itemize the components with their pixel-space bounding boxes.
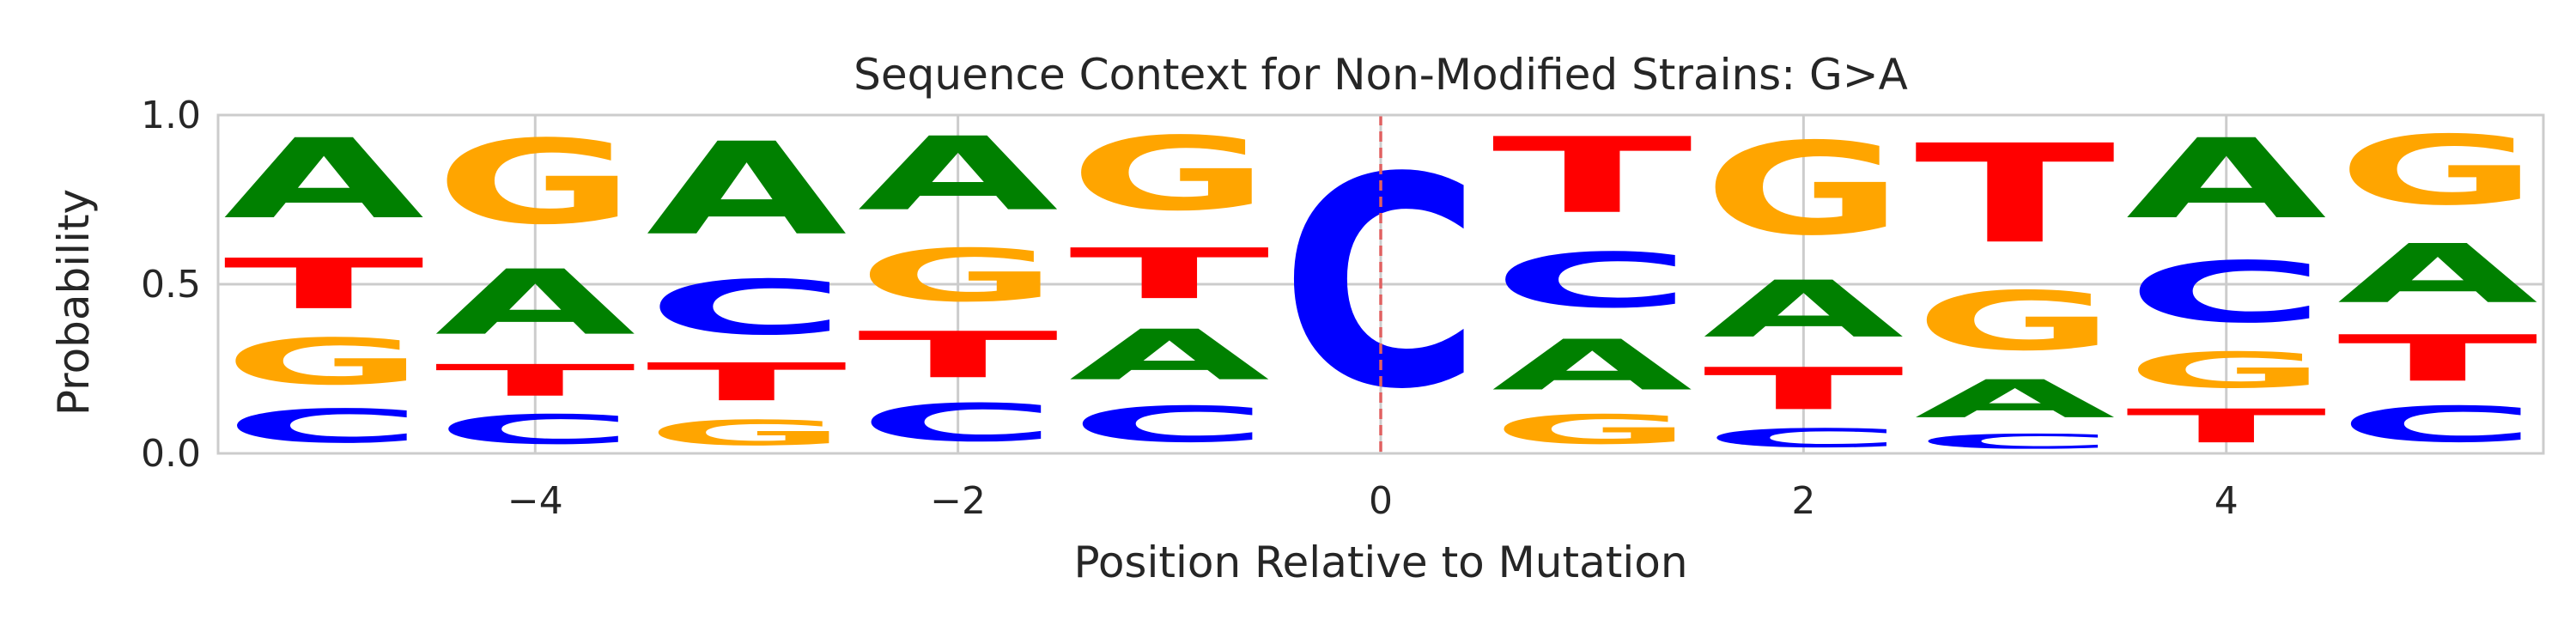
logo-letter-G: G	[1492, 406, 1692, 453]
logo-letter-T: T	[647, 352, 848, 413]
logo-letter-A: A	[1703, 264, 1904, 355]
logo-letter-A: A	[1915, 369, 2116, 429]
logo-letter-A: A	[1069, 315, 1270, 396]
chart-title: Sequence Context for Non-Modified Strain…	[854, 50, 1908, 100]
logo-letter-T: T	[1069, 234, 1270, 314]
logo-letter-T: T	[434, 355, 635, 406]
logo-letter-C: C	[1703, 423, 1904, 453]
logo-letter-T: T	[2337, 322, 2538, 396]
logo-letter-G: G	[223, 325, 424, 399]
logo-letter-C: C	[2126, 244, 2327, 342]
logo-letter-T: T	[1703, 355, 1904, 422]
logo-letter-T: T	[858, 319, 1059, 392]
logo-letter-T: T	[2126, 399, 2327, 453]
logo-letter-G: G	[434, 115, 635, 250]
logo-letter-C: C	[434, 406, 635, 453]
logo-letter-A: A	[434, 251, 635, 355]
x-axis-label: Position Relative to Mutation	[1073, 538, 1687, 587]
logo-letter-A: A	[858, 116, 1059, 234]
x-tick-label: 4	[2215, 479, 2239, 523]
tick-labels: −4 −2 0 2 4 0.0 0.5 1.0	[141, 94, 2239, 523]
logo-letter-A: A	[647, 116, 848, 264]
plot-frame	[216, 113, 2545, 455]
logo-letter-A: A	[2337, 227, 2538, 321]
logo-letter-G: G	[647, 413, 848, 453]
x-tick-label: −2	[930, 479, 986, 523]
logo-letter-C: C	[1069, 396, 1270, 453]
x-tick-label: 2	[1791, 479, 1815, 523]
logo-letter-G: G	[1703, 115, 1904, 264]
logo-letter-A: A	[1492, 325, 1692, 406]
logo-letter-G: G	[1915, 275, 2116, 369]
logo-letter-C: C	[223, 399, 424, 453]
logo-letter-T: T	[1492, 115, 1694, 236]
y-tick-label: 0.5	[141, 263, 201, 307]
y-tick-label: 0.0	[141, 432, 201, 476]
logo-letter-C: C	[647, 264, 848, 352]
logo-letter-G: G	[858, 234, 1059, 318]
logo-letter-G: G	[2126, 342, 2327, 399]
logo-letter-C: C	[858, 392, 1059, 453]
x-tick-label: −4	[507, 479, 563, 523]
logo-letter-T: T	[223, 244, 424, 325]
x-tick-label: 0	[1369, 479, 1393, 523]
logo-letter-C: C	[1915, 430, 2116, 453]
logo-letter-G: G	[1069, 116, 1270, 234]
logo-letter-G: G	[2337, 115, 2538, 227]
logo-letter-A: A	[2126, 115, 2327, 243]
logo-letter-T: T	[1915, 115, 2117, 273]
logo-letter-C: C	[1492, 237, 1692, 325]
y-tick-label: 1.0	[141, 94, 201, 137]
y-axis-label: Probability	[49, 189, 99, 416]
logo-letter-C: C	[2337, 396, 2538, 453]
logo-letter-A: A	[223, 115, 424, 243]
